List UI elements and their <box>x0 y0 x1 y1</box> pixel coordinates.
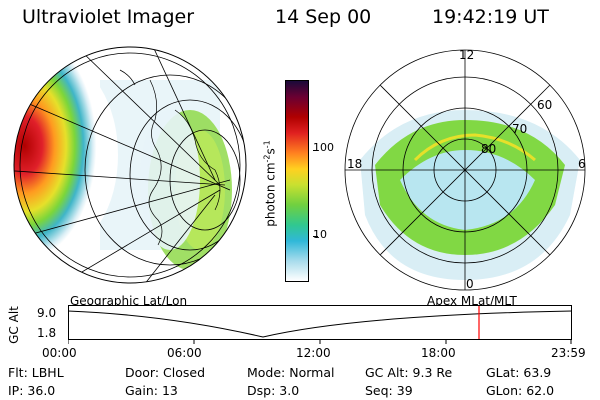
time-label-1800: 18:00 <box>421 346 456 360</box>
polar-image <box>344 49 586 291</box>
status-glon: GLon: 62.0 <box>486 383 555 398</box>
gc-alt-y-max: 9.0 <box>37 306 57 320</box>
mlt-label-12: 12 <box>459 48 475 62</box>
mlt-label-0: 0 <box>466 277 474 291</box>
gc-alt-axis-label: GC Alt <box>7 306 21 344</box>
mlt-label-6: 6 <box>578 157 586 171</box>
time-label-0600: 06:00 <box>167 346 202 360</box>
time-label-0000: 00:00 <box>42 346 77 360</box>
status-gc-alt: GC Alt: 9.3 Re <box>365 365 453 380</box>
colorbar-label: photon cm-2s-1 <box>262 140 278 227</box>
colorbar-tick-100: 100 <box>313 141 334 154</box>
observation-date: 14 Sep 00 <box>275 6 372 28</box>
left-panel-label: Geographic Lat/Lon <box>70 294 188 308</box>
right-panel-label: Apex MLat/MLT <box>427 294 517 308</box>
gc-alt-y-min: 1.8 <box>37 326 57 340</box>
geographic-image <box>13 46 247 284</box>
colorbar <box>285 80 309 282</box>
status-door: Door: Closed <box>125 365 206 380</box>
mlt-label-18: 18 <box>347 157 363 171</box>
mlat-label-70: 70 <box>512 122 528 136</box>
status-gain: Gain: 13 <box>125 383 178 398</box>
status-ip: IP: 36.0 <box>8 383 56 398</box>
status-mode: Mode: Normal <box>247 365 335 380</box>
status-seq: Seq: 39 <box>365 383 413 398</box>
mlat-label-80: 80 <box>481 142 497 156</box>
colorbar-tick-mark <box>313 150 318 151</box>
status-glat: GLat: 63.9 <box>486 365 552 380</box>
polar-grid <box>344 49 586 291</box>
colorbar-tick-10: 10 <box>313 228 327 241</box>
geo-disk <box>14 47 246 283</box>
time-label-2359: 23:59 <box>551 346 586 360</box>
time-label-1200: 12:00 <box>296 346 331 360</box>
status-filter: Flt: LBHL <box>8 365 64 380</box>
colorbar-tick-mark <box>313 236 318 237</box>
altitude-timeline <box>68 305 572 344</box>
mlat-label-60: 60 <box>537 98 553 112</box>
observation-time: 19:42:19 UT <box>432 6 549 28</box>
instrument-title: Ultraviolet Imager <box>22 6 195 28</box>
status-dsp: Dsp: 3.0 <box>247 383 300 398</box>
